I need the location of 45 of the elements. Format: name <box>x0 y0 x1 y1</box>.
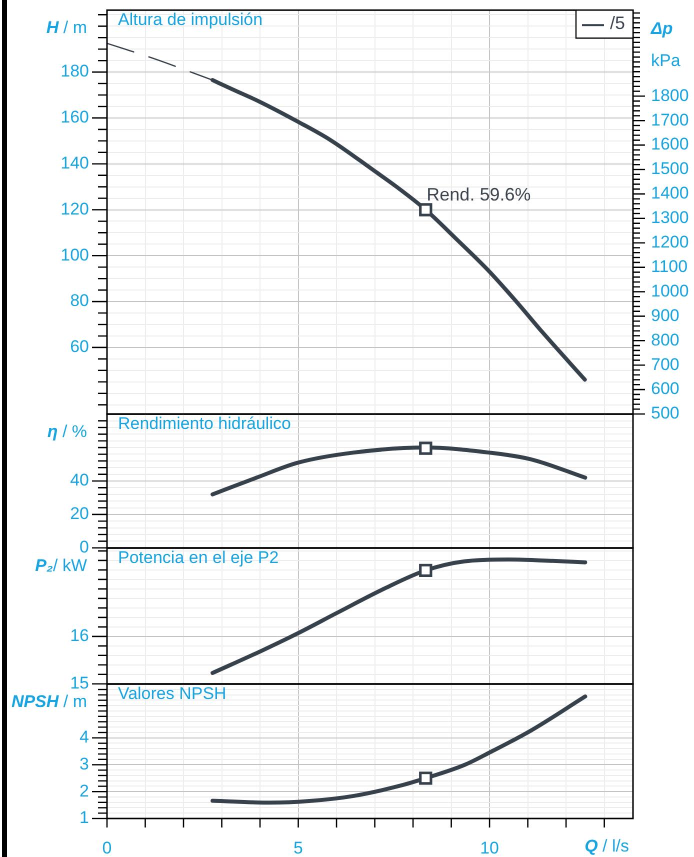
x-tick-label: 5 <box>294 838 304 857</box>
y2-tick-label: 700 <box>651 354 680 374</box>
chart-title: Altura de impulsión <box>118 10 263 29</box>
chart-title: Potencia en el eje P2 <box>118 548 279 567</box>
y-tick-label: 15 <box>70 674 89 693</box>
y2-tick-label: 900 <box>651 306 680 325</box>
y2-axis-title: Δp kPa <box>650 18 681 70</box>
y2-tick-label: 1500 <box>651 159 689 178</box>
y2-tick-label: 600 <box>651 379 680 398</box>
y-axis-title: P₂/ kW <box>35 556 88 575</box>
chart-title: Rendimiento hidráulico <box>118 414 291 433</box>
chart-title: Valores NPSH <box>118 684 226 703</box>
y2-tick-label: 1200 <box>651 232 689 252</box>
y2-tick-label: 1800 <box>651 86 689 105</box>
y2-tick-label: 1100 <box>651 256 688 276</box>
y-tick-label: 40 <box>70 470 89 490</box>
y2-tick-label: 1000 <box>651 281 689 300</box>
y-tick-label: 100 <box>60 245 89 264</box>
annotation: Rend. 59.6% <box>426 184 531 205</box>
y2-tick-label: 1300 <box>651 208 689 228</box>
y-axis-title: NPSH / m <box>11 692 87 711</box>
y-tick-label: 180 <box>60 62 89 81</box>
y2-tick-label: 800 <box>651 330 680 350</box>
legend-label: /5 <box>610 13 626 34</box>
y-axis-title: H / m <box>46 18 87 37</box>
x-axis-title: Q / l/s <box>584 836 630 856</box>
y-tick-label: 120 <box>60 199 89 218</box>
y2-tick-label: 500 <box>651 404 680 423</box>
x-tick-label: 10 <box>480 838 500 857</box>
y2-tick-label: 1700 <box>651 110 689 130</box>
y-axis-title: η / % <box>47 422 87 441</box>
y-tick-label: 4 <box>80 728 89 747</box>
y-tick-label: 0 <box>80 538 89 557</box>
y-tick-label: 80 <box>70 291 89 310</box>
y-tick-label: 16 <box>70 626 89 646</box>
y2-tick-label: 1400 <box>651 184 689 203</box>
y-tick-label: 160 <box>60 108 89 127</box>
y-tick-label: 3 <box>80 754 89 774</box>
y-tick-label: 140 <box>60 154 89 173</box>
y-tick-label: 60 <box>70 337 89 356</box>
x-tick-label: 0 <box>102 838 112 857</box>
y-tick-label: 1 <box>80 808 89 828</box>
y-tick-label: 20 <box>70 504 89 524</box>
y2-tick-label: 1600 <box>651 134 689 154</box>
y-tick-label: 2 <box>80 781 89 800</box>
